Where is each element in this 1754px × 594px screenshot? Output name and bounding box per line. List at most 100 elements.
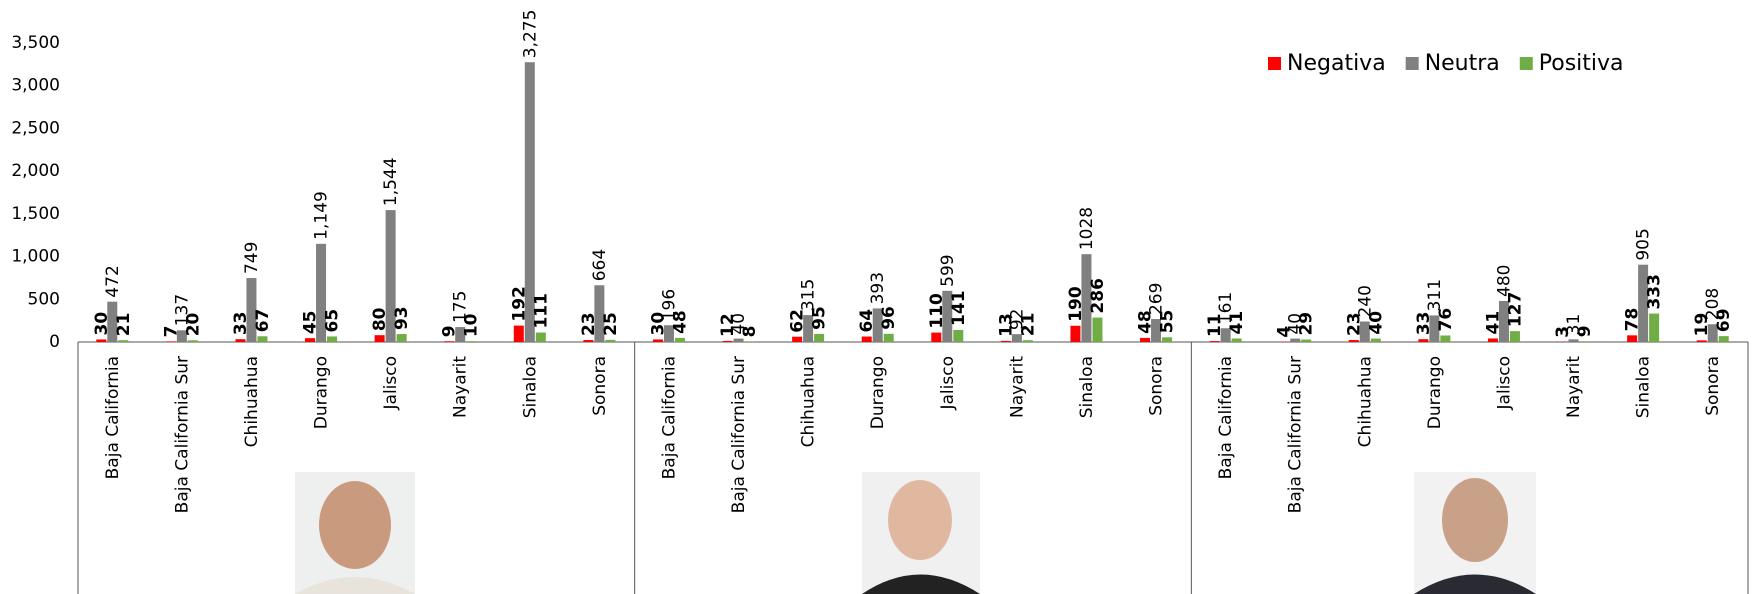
bar <box>96 339 106 342</box>
value-label: 10 <box>462 313 482 337</box>
y-tick-label: 0 <box>49 332 60 352</box>
bar <box>1092 318 1102 342</box>
bar <box>305 338 315 342</box>
bar <box>536 333 546 342</box>
legend-swatch <box>1268 57 1281 70</box>
value-label: 67 <box>253 309 273 333</box>
value-label: 93 <box>392 306 412 330</box>
bar <box>397 334 407 342</box>
bar <box>723 341 733 342</box>
x-tick-label: Sonora <box>590 356 610 416</box>
value-label: 29 <box>1297 312 1317 336</box>
x-tick-label: Baja California <box>103 356 123 479</box>
bar <box>466 341 476 342</box>
bar <box>605 340 615 342</box>
bar <box>1232 338 1242 342</box>
bar <box>884 334 894 342</box>
y-tick-label: 3,000 <box>11 76 60 96</box>
bar <box>1001 341 1011 342</box>
bar <box>1418 339 1428 342</box>
value-label: 1,544 <box>381 157 401 206</box>
value-label: 96 <box>879 306 899 330</box>
legend-swatch <box>1520 57 1533 70</box>
value-label: 76 <box>1436 308 1456 332</box>
bar <box>1627 335 1637 342</box>
bar <box>734 339 744 342</box>
bar <box>327 336 337 342</box>
bar <box>814 334 824 342</box>
value-label: 311 <box>1425 279 1445 311</box>
value-label: 40 <box>1366 311 1386 335</box>
x-tick-label: Sinaloa <box>1077 356 1097 418</box>
value-label: 905 <box>1634 228 1654 260</box>
value-label: 48 <box>670 310 690 334</box>
bar <box>375 335 385 342</box>
x-tick-label: Durango <box>868 356 888 429</box>
bar <box>792 337 802 342</box>
bar <box>514 326 524 342</box>
x-tick-label: Nayarit <box>1564 356 1584 418</box>
bar <box>1488 338 1498 342</box>
bar <box>745 341 755 342</box>
chart: 05001,0001,5002,0002,5003,0003,500Baja C… <box>0 0 1754 594</box>
candidate-photo <box>1414 472 1536 594</box>
value-label: 95 <box>810 306 830 330</box>
bar <box>1697 340 1707 342</box>
bar <box>1440 336 1450 342</box>
x-tick-label: Nayarit <box>1007 356 1027 418</box>
bar <box>675 338 685 342</box>
bar <box>1023 340 1033 342</box>
bar <box>1371 339 1381 342</box>
bar <box>1290 339 1300 342</box>
bar <box>653 339 663 342</box>
bar <box>1349 340 1359 342</box>
value-label: 3,275 <box>520 10 540 59</box>
x-tick-label: Sonora <box>1703 356 1723 416</box>
x-tick-label: Baja California Sur <box>172 356 192 513</box>
value-label: 21 <box>114 313 134 337</box>
x-tick-label: Sonora <box>1147 356 1167 416</box>
bar <box>583 340 593 342</box>
value-label: 9 <box>1575 325 1595 337</box>
bar <box>1301 340 1311 342</box>
value-label: 599 <box>938 254 958 286</box>
bar <box>1649 314 1659 342</box>
value-label: 664 <box>590 249 610 281</box>
value-label: 286 <box>1088 278 1108 314</box>
value-label: 141 <box>949 290 969 326</box>
bar <box>235 339 245 342</box>
x-tick-label: Baja California <box>1216 356 1236 479</box>
value-label: 20 <box>183 312 203 336</box>
bar <box>1162 337 1172 342</box>
value-label: 393 <box>868 272 888 304</box>
bar <box>953 330 963 342</box>
value-label: 65 <box>323 309 343 333</box>
x-tick-label: Durango <box>312 356 332 429</box>
bar <box>166 341 176 342</box>
value-label: 472 <box>103 265 123 297</box>
value-label: 41 <box>1227 311 1247 335</box>
bar <box>118 340 128 342</box>
bar <box>862 337 872 342</box>
x-tick-label: Sinaloa <box>1634 356 1654 418</box>
value-label: 749 <box>242 242 262 274</box>
x-tick-label: Durango <box>1425 356 1445 429</box>
bar <box>1070 326 1080 342</box>
x-tick-label: Baja California <box>659 356 679 479</box>
x-tick-label: Chihuahua <box>799 356 819 447</box>
value-label: 111 <box>531 293 551 329</box>
legend-swatch <box>1406 57 1419 70</box>
bar <box>444 341 454 342</box>
bar <box>1719 336 1729 342</box>
x-tick-label: Baja California Sur <box>729 356 749 513</box>
y-tick-label: 2,500 <box>11 118 60 138</box>
x-tick-label: Nayarit <box>451 356 471 418</box>
x-tick-label: Jalisco <box>1494 356 1514 410</box>
candidate-photo <box>295 472 415 594</box>
bar <box>1140 338 1150 342</box>
value-label: 69 <box>1714 308 1734 332</box>
candidate-photo <box>862 472 980 594</box>
value-label: 8 <box>740 325 760 337</box>
value-label: 1028 <box>1077 207 1097 250</box>
value-label: 21 <box>1018 313 1038 337</box>
